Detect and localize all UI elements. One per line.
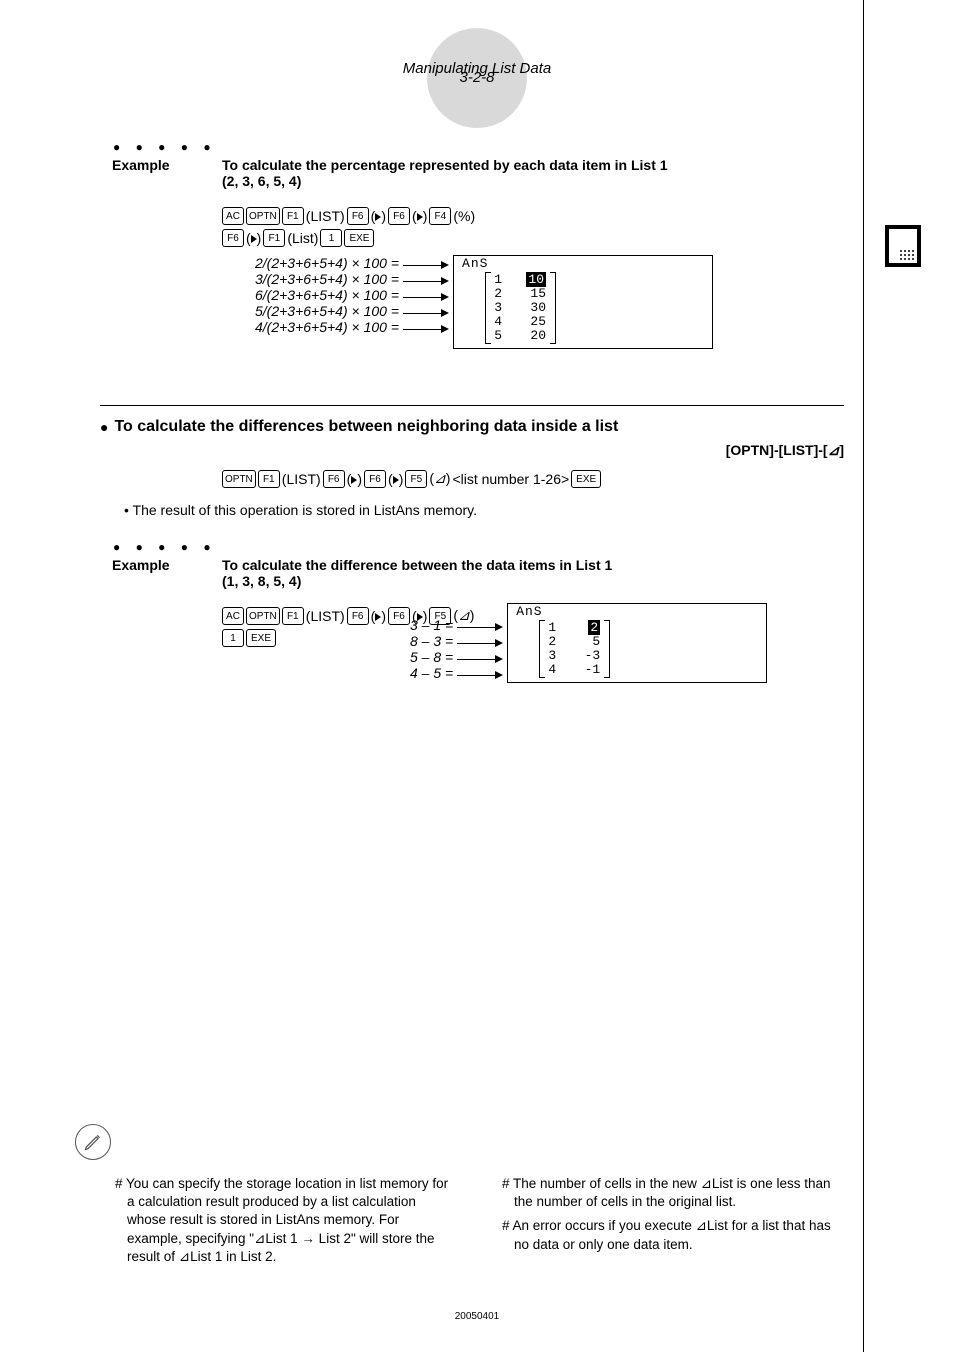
screen-header: AnS: [462, 256, 488, 271]
label-tri: (): [371, 608, 386, 624]
key-f1: F1: [258, 470, 280, 488]
key-sequence-1b: F6 () F1 (List) 1 EXE: [222, 229, 844, 247]
key-sequence-1a: AC OPTN F1 (LIST) F6 () F6 () F4 (%): [222, 207, 844, 225]
example-dots: ● ● ● ● ●: [113, 140, 844, 154]
calculator-screen-1: AnS 110 215 330 425 520: [453, 255, 713, 349]
key-exe: EXE: [571, 470, 601, 488]
arrows-2: [457, 619, 503, 683]
key-1: 1: [320, 229, 342, 247]
calc-lines-2: 3 – 1 = 8 – 3 = 5 – 8 = 4 – 5 =: [410, 617, 453, 681]
key-f5: F5: [405, 470, 427, 488]
note-line: • The result of this operation is stored…: [124, 502, 844, 518]
key-f6: F6: [364, 470, 386, 488]
key-optn: OPTN: [246, 607, 280, 625]
example-2-line2: (1, 3, 8, 5, 4): [222, 573, 612, 589]
section-divider: [100, 405, 844, 406]
calc-line: 8 – 3 =: [410, 633, 453, 649]
key-f6: F6: [388, 207, 410, 225]
calc-line: 2/(2+3+6+5+4) × 100 =: [255, 255, 399, 271]
arrows-1: [403, 257, 449, 337]
key-ac: AC: [222, 607, 244, 625]
page-header-badge: 3-2-8: [427, 28, 527, 128]
page-margin-line: [863, 0, 864, 1352]
example-2: Example To calculate the difference betw…: [100, 557, 844, 589]
key-f6: F6: [347, 607, 369, 625]
key-f4: F4: [429, 207, 451, 225]
content-area: ● ● ● ● ● Example To calculate the perce…: [100, 140, 844, 683]
calc-line: 4/(2+3+6+5+4) × 100 =: [255, 319, 399, 335]
calc-line: 4 – 5 =: [410, 665, 453, 681]
footnotes: # You can specify the storage location i…: [100, 1175, 844, 1272]
label-list: (LIST): [306, 608, 345, 624]
section-title-text: To calculate the differences between nei…: [114, 418, 618, 436]
label-list: (List): [287, 230, 318, 246]
calc-line: 5 – 8 =: [410, 649, 453, 665]
example-label: Example: [112, 557, 222, 589]
label-pct: (%): [453, 208, 475, 224]
menu-path: [OPTN]-[LIST]-[⊿]: [100, 442, 844, 460]
key-f1: F1: [282, 607, 304, 625]
calculator-screen-2: AnS 12 25 3-3 4-1: [507, 603, 767, 683]
example-2-line1: To calculate the difference between the …: [222, 557, 612, 573]
calc-lines-1: 2/(2+3+6+5+4) × 100 = 3/(2+3+6+5+4) × 10…: [255, 255, 399, 335]
key-f6: F6: [222, 229, 244, 247]
key-optn: OPTN: [222, 470, 256, 488]
note-icon: [75, 1124, 111, 1160]
footer-date: 20050401: [455, 1311, 500, 1322]
label-tri: (): [371, 208, 386, 224]
calc-block-1: 2/(2+3+6+5+4) × 100 = 3/(2+3+6+5+4) × 10…: [100, 255, 844, 349]
key-f1: F1: [263, 229, 285, 247]
label-tri: (): [246, 230, 261, 246]
screen-header: AnS: [516, 604, 542, 619]
calc-line: 5/(2+3+6+5+4) × 100 =: [255, 303, 399, 319]
key-optn: OPTN: [246, 207, 280, 225]
key-f6: F6: [347, 207, 369, 225]
key-f6: F6: [388, 607, 410, 625]
footnote-right-1: # The number of cells in the new ⊿List i…: [487, 1175, 844, 1211]
label-tri: (): [388, 471, 403, 487]
key-sequence-2: OPTN F1 (LIST) F6 () F6 () F5 (⊿) <list …: [222, 470, 844, 488]
example-1-line2: (2, 3, 6, 5, 4): [222, 173, 668, 189]
label-list: (LIST): [282, 471, 321, 487]
example-label: Example: [112, 157, 222, 189]
key-exe: EXE: [344, 229, 374, 247]
key-ac: AC: [222, 207, 244, 225]
label-list: (LIST): [306, 208, 345, 224]
page-title: Manipulating List Data: [403, 60, 551, 77]
example-1: Example To calculate the percentage repr…: [100, 157, 844, 189]
key-1: 1: [222, 629, 244, 647]
calculator-mode-icon: [885, 225, 921, 267]
example-1-line1: To calculate the percentage represented …: [222, 157, 668, 173]
pencil-icon: [83, 1132, 103, 1152]
label-delta: (⊿): [429, 470, 450, 488]
key-f6: F6: [323, 470, 345, 488]
section-title: ● To calculate the differences between n…: [100, 418, 844, 436]
key-exe: EXE: [246, 629, 276, 647]
calc-line: 6/(2+3+6+5+4) × 100 =: [255, 287, 399, 303]
key-f1: F1: [282, 207, 304, 225]
screen-table: 110 215 330 425 520: [488, 272, 546, 342]
label-tri: (): [347, 471, 362, 487]
screen-table: 12 25 3-3 4-1: [542, 620, 600, 676]
footnote-left: # You can specify the storage location i…: [100, 1175, 457, 1266]
calc-line: 3/(2+3+6+5+4) × 100 =: [255, 271, 399, 287]
bullet-icon: ●: [100, 419, 108, 435]
tail-text: <list number 1-26>: [452, 471, 569, 487]
footnote-right-2: # An error occurs if you execute ⊿List f…: [487, 1217, 844, 1253]
example-dots: ● ● ● ● ●: [113, 540, 844, 554]
label-tri: (): [412, 208, 427, 224]
